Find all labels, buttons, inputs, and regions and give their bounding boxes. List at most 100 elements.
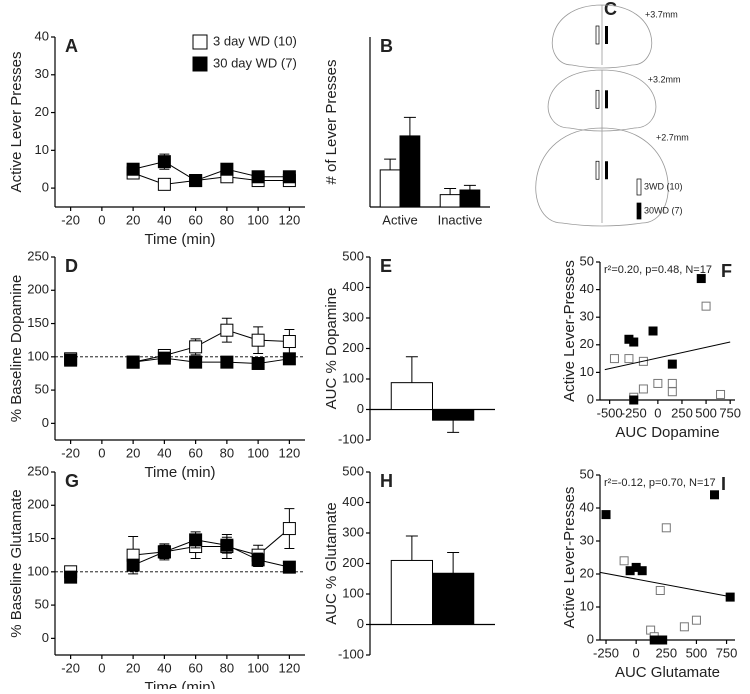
point — [609, 354, 619, 364]
y-tick-label: -100 — [338, 431, 364, 446]
y-tick-label: 250 — [27, 248, 49, 263]
series-line — [133, 357, 290, 364]
y-tick-label: 0 — [357, 401, 364, 416]
marker — [126, 558, 140, 572]
series-line — [133, 528, 290, 556]
bar — [390, 559, 433, 626]
x-tick-label: Active — [382, 212, 417, 227]
x-tick-label: 250 — [671, 405, 693, 420]
marker — [282, 560, 296, 574]
marker — [126, 355, 140, 369]
bar — [390, 382, 433, 411]
y-tick-label: 50 — [35, 382, 49, 397]
x-tick-label: 80 — [220, 445, 234, 460]
y-axis-label: Active Lever-Presses — [561, 487, 578, 629]
marker — [64, 353, 78, 367]
point — [661, 523, 671, 533]
x-tick-label: 120 — [279, 212, 301, 227]
y-axis-label: Active Lever-Presses — [561, 260, 578, 402]
marker — [189, 533, 203, 547]
y-tick-label: 200 — [342, 340, 364, 355]
y-tick-label: 40 — [35, 28, 49, 43]
x-tick-label: 100 — [247, 212, 269, 227]
y-tick-label: 20 — [580, 565, 594, 580]
annotation: r²=0.20, p=0.48, N=17 — [604, 264, 712, 276]
x-tick-label: 0 — [98, 212, 105, 227]
section-label: +3.2mm — [648, 74, 681, 84]
point — [637, 566, 647, 576]
y-axis-label: AUC % Dopamine — [323, 288, 340, 410]
series-line — [132, 539, 290, 568]
marker — [189, 355, 203, 369]
bar — [439, 194, 461, 208]
series-line — [133, 161, 290, 182]
x-tick-label: 40 — [157, 212, 171, 227]
x-axis-label: AUC Glutamate — [615, 664, 720, 681]
panel-letter: F — [721, 261, 732, 281]
marker — [64, 570, 78, 584]
legend-label: 30WD (7) — [644, 205, 683, 215]
x-tick-label: 500 — [695, 405, 717, 420]
x-tick-label: -20 — [61, 445, 80, 460]
y-tick-label: 100 — [342, 585, 364, 600]
legend-label: 3WD (10) — [644, 181, 683, 191]
y-tick-label: 200 — [27, 282, 49, 297]
y-tick-label: 200 — [27, 497, 49, 512]
x-axis-label: Time (min) — [144, 231, 215, 248]
y-tick-label: 20 — [35, 104, 49, 119]
x-tick-label: 500 — [686, 645, 708, 660]
trend-line — [604, 341, 731, 371]
point — [710, 490, 720, 500]
y-tick-label: 40 — [580, 281, 594, 296]
brain-section — [547, 69, 657, 132]
x-axis-label: Time (min) — [144, 464, 215, 481]
x-tick-label: 100 — [247, 660, 269, 675]
probe-marker — [605, 90, 608, 109]
marker — [282, 170, 296, 184]
point — [624, 354, 634, 364]
x-tick-label: 0 — [98, 660, 105, 675]
y-tick-label: 500 — [342, 248, 364, 263]
marker — [282, 352, 296, 366]
point — [601, 510, 611, 520]
x-tick-label: 80 — [220, 212, 234, 227]
y-tick-label: 500 — [342, 463, 364, 478]
x-tick-label: 0 — [98, 445, 105, 460]
point — [691, 615, 701, 625]
x-tick-label: 20 — [126, 660, 140, 675]
x-tick-label: -20 — [61, 212, 80, 227]
error-bar — [447, 420, 460, 433]
legend-label: 3 day WD (10) — [213, 33, 297, 48]
x-tick-label: 20 — [126, 445, 140, 460]
y-tick-label: 100 — [27, 563, 49, 578]
y-tick-label: 40 — [580, 499, 594, 514]
legend-swatch — [636, 178, 642, 196]
panel-letter: G — [65, 471, 79, 491]
annotation: r²=-0.12, p=0.70, N=17 — [604, 477, 716, 489]
probe-marker — [605, 26, 608, 44]
probe-marker — [595, 160, 600, 180]
y-tick-label: 0 — [42, 415, 49, 430]
bar — [379, 169, 401, 208]
y-tick-label: 300 — [342, 524, 364, 539]
y-tick-label: 400 — [342, 494, 364, 509]
y-tick-label: 30 — [580, 309, 594, 324]
panel-letter: D — [65, 256, 78, 276]
point — [658, 635, 668, 645]
x-tick-label: -250 — [593, 645, 619, 660]
point — [629, 337, 639, 347]
y-tick-label: 30 — [35, 66, 49, 81]
x-tick-label: 60 — [188, 445, 202, 460]
panel-letter: B — [380, 36, 393, 56]
probe-marker — [595, 89, 600, 109]
trend-line — [599, 571, 733, 598]
error-bar — [444, 187, 457, 195]
bar — [432, 572, 475, 626]
x-tick-label: 60 — [188, 212, 202, 227]
x-tick-label: 750 — [716, 645, 738, 660]
point — [649, 635, 659, 645]
y-tick-label: 150 — [27, 315, 49, 330]
marker — [157, 177, 171, 191]
error-bar — [403, 116, 416, 136]
